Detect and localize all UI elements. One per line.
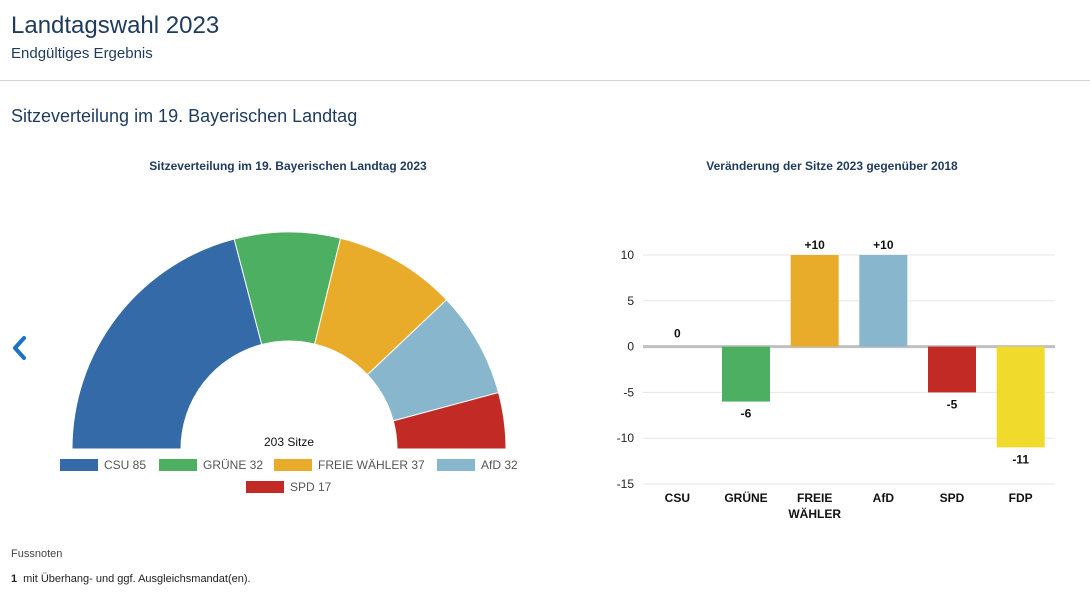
legend-swatch xyxy=(274,459,312,471)
legend-label: CSU 85 xyxy=(104,458,146,472)
footnotes-heading: Fussnoten xyxy=(11,548,63,560)
bar-value-label: -6 xyxy=(741,407,752,421)
bar-value-label: +10 xyxy=(804,238,825,252)
bar-gruene[interactable] xyxy=(722,346,770,402)
y-tick-label: -5 xyxy=(623,385,634,399)
legend-label: SPD 17 xyxy=(290,480,332,494)
x-category-label: FREIE xyxy=(797,491,832,505)
seat-change-chart-title: Veränderung der Sitze 2023 gegenüber 201… xyxy=(706,159,958,173)
legend-swatch xyxy=(60,459,98,471)
legend-label: GRÜNE 32 xyxy=(203,458,263,472)
x-category-label: WÄHLER xyxy=(788,506,841,521)
legend-item-spd[interactable]: SPD 17 xyxy=(246,480,332,494)
bar-value-label: -5 xyxy=(947,397,958,411)
y-tick-label: 5 xyxy=(627,294,634,308)
y-tick-label: 0 xyxy=(627,340,634,354)
seat-distribution-chart: 203 Sitze CSU 85 GRÜNE 32 FREIE WÄHLER 37 Af… xyxy=(60,231,518,494)
y-tick-label: 10 xyxy=(621,248,635,262)
legend-label: AfD 32 xyxy=(481,458,518,472)
bar-fdp[interactable] xyxy=(996,346,1045,448)
bar-freie-waehler[interactable] xyxy=(790,255,839,347)
legend-swatch xyxy=(159,459,197,471)
y-tick-label: -10 xyxy=(617,431,635,445)
footnote-item: 1 mit Überhang- und ggf. Ausgleichsmandat… xyxy=(11,573,251,585)
bar-spd[interactable] xyxy=(928,346,976,393)
bar-afd[interactable] xyxy=(859,255,908,347)
y-tick-label: -15 xyxy=(617,477,635,491)
x-category-label: CSU xyxy=(665,491,690,505)
chevron-left-icon[interactable] xyxy=(8,333,32,363)
legend-swatch xyxy=(246,481,284,493)
seat-distribution-chart-title: Sitzeverteilung im 19. Bayerischen Landt… xyxy=(149,159,427,173)
header-divider xyxy=(0,80,1090,81)
seat-slice-spd[interactable] xyxy=(392,391,507,450)
footnote-number: 1 xyxy=(11,573,18,585)
x-category-label: SPD xyxy=(940,491,965,505)
seat-total-label: 203 Sitze xyxy=(264,435,314,449)
bar-value-label: -11 xyxy=(1012,452,1029,466)
legend-swatch xyxy=(437,459,475,471)
legend-item-csu[interactable]: CSU 85 xyxy=(60,458,146,472)
legend-label: FREIE WÄHLER 37 xyxy=(318,458,425,472)
x-category-label: AfD xyxy=(873,491,895,505)
bar-value-label: 0 xyxy=(674,327,681,341)
seat-slice-csu[interactable] xyxy=(71,238,263,450)
footnote-text: mit Überhang- und ggf. Ausgleichsmandat(… xyxy=(23,573,251,585)
section-title: Sitzeverteilung im 19. Bayerischen Landt… xyxy=(11,106,358,126)
x-category-label: FDP xyxy=(1009,491,1033,505)
x-category-label: GRÜNE xyxy=(724,490,767,505)
legend-item-gruene[interactable]: GRÜNE 32 xyxy=(159,458,263,472)
page-subtitle: Endgültiges Ergebnis xyxy=(11,45,153,62)
page-title: Landtagswahl 2023 xyxy=(11,12,220,39)
legend-item-afd[interactable]: AfD 32 xyxy=(437,458,518,472)
legend-item-freie-waehler[interactable]: FREIE WÄHLER 37 xyxy=(274,458,425,472)
bar-value-label: +10 xyxy=(873,238,894,252)
